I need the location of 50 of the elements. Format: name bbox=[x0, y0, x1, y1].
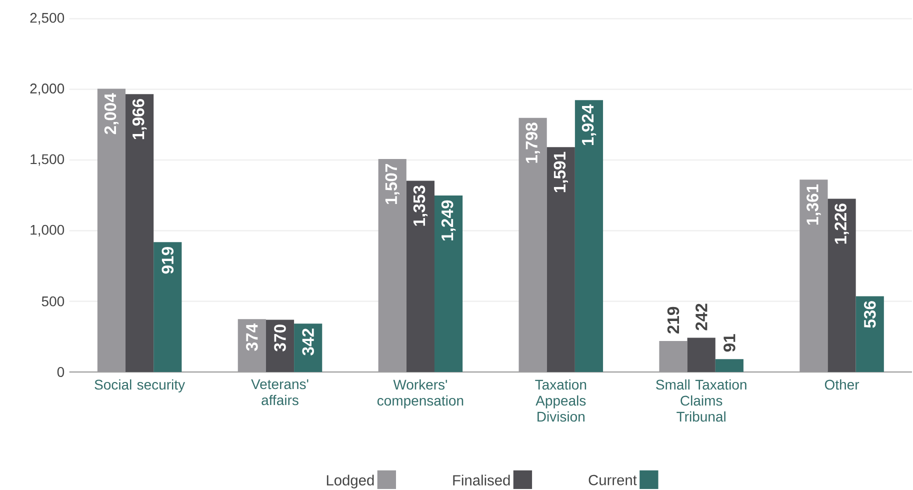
bar bbox=[434, 195, 463, 372]
x-tick-label: Workers' compensation bbox=[377, 379, 464, 408]
x-tick-label: Veterans' affairs bbox=[251, 379, 308, 406]
data-label: 1,924 bbox=[582, 104, 596, 146]
bar bbox=[828, 198, 856, 372]
data-label: 536 bbox=[864, 301, 876, 328]
x-tick-label: Taxation Appeals Division bbox=[535, 379, 586, 422]
bar bbox=[800, 180, 828, 372]
y-tick-label: 1,500 bbox=[30, 154, 64, 166]
bar bbox=[546, 147, 575, 372]
data-label: 374 bbox=[246, 324, 258, 351]
bar bbox=[266, 320, 294, 372]
data-label: 1,591 bbox=[554, 152, 568, 192]
y-tick-label: 1,000 bbox=[30, 224, 64, 236]
bar bbox=[518, 118, 547, 372]
y-tick-label: 0 bbox=[57, 367, 64, 377]
data-label: 1,226 bbox=[834, 204, 849, 244]
bar bbox=[126, 94, 154, 372]
data-label: 242 bbox=[696, 304, 708, 330]
y-tick-label: 500 bbox=[42, 296, 64, 306]
bar bbox=[154, 242, 182, 372]
data-label: 1,798 bbox=[526, 122, 540, 163]
bar bbox=[856, 296, 884, 372]
legend-label: Current bbox=[588, 474, 637, 486]
bar bbox=[687, 338, 716, 372]
bar bbox=[715, 359, 744, 372]
data-label: 1,361 bbox=[806, 184, 821, 225]
data-label: 2,004 bbox=[104, 93, 119, 134]
data-label: 342 bbox=[302, 328, 314, 356]
bar bbox=[406, 180, 434, 372]
data-label: 1,249 bbox=[441, 200, 456, 240]
data-label: 219 bbox=[667, 306, 680, 334]
data-label: 1,507 bbox=[385, 164, 400, 204]
data-label: 1,353 bbox=[413, 186, 428, 226]
data-label: 919 bbox=[162, 247, 174, 274]
data-label: 1,966 bbox=[132, 99, 147, 140]
bar bbox=[97, 88, 126, 372]
bar bbox=[378, 159, 406, 372]
bar bbox=[574, 100, 604, 372]
y-tick-label: 2,000 bbox=[30, 84, 64, 96]
x-tick-label: Social security bbox=[94, 379, 186, 392]
legend-label: Lodged bbox=[326, 474, 374, 488]
bar bbox=[238, 319, 266, 372]
x-tick-label: Small Taxation Claims Tribunal bbox=[656, 379, 746, 422]
y-tick-label: 2,500 bbox=[30, 12, 64, 24]
x-tick-label: Other bbox=[824, 379, 860, 390]
data-label: 91 bbox=[724, 334, 736, 352]
legend-label: Finalised bbox=[453, 474, 510, 486]
data-label: 370 bbox=[274, 324, 286, 352]
bar bbox=[659, 341, 688, 372]
